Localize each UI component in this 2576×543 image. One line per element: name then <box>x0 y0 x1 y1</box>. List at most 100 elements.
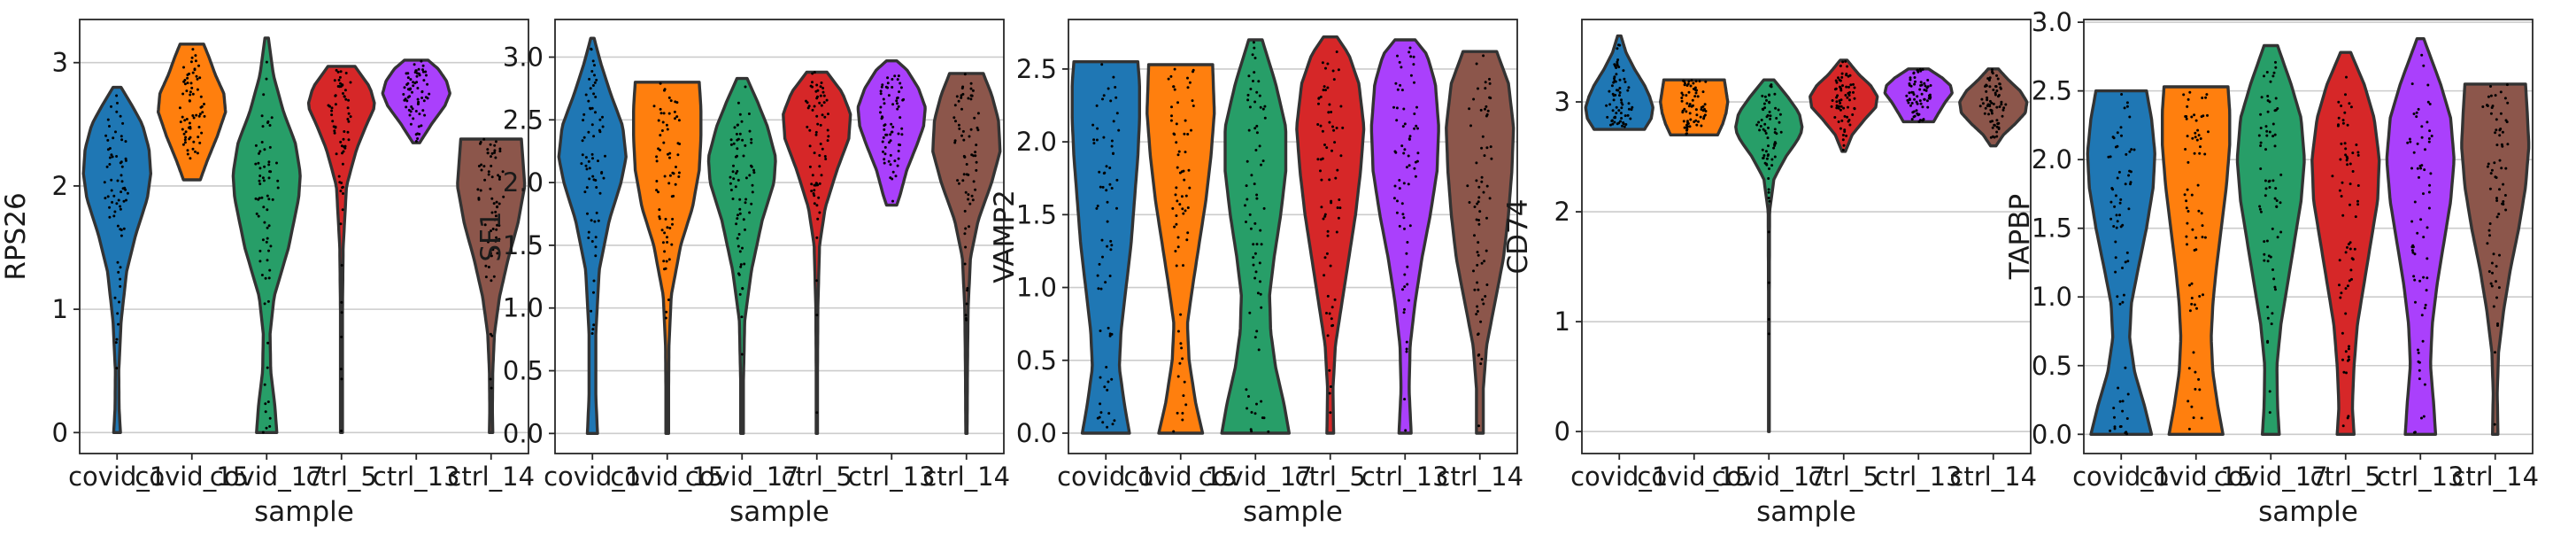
x-tick-label: covid_1 <box>68 462 166 492</box>
data-point <box>2491 271 2494 275</box>
data-point <box>1485 112 1489 116</box>
data-point <box>811 85 814 89</box>
data-point <box>661 241 665 244</box>
data-point <box>2185 117 2188 120</box>
data-point <box>743 262 746 266</box>
data-point <box>1917 112 1921 116</box>
data-point <box>1409 55 1413 58</box>
data-point <box>1339 105 1343 108</box>
data-point <box>2187 210 2190 213</box>
data-point <box>1477 424 1480 428</box>
data-point <box>254 197 258 200</box>
data-point <box>1615 105 1618 109</box>
data-point <box>1178 171 1182 175</box>
data-point <box>655 159 659 163</box>
data-point <box>2506 101 2510 105</box>
data-point <box>1172 430 1176 433</box>
data-point <box>1328 368 1331 372</box>
data-point <box>405 99 409 103</box>
violin-ctrl_13 <box>1369 38 1440 435</box>
data-point <box>584 156 588 159</box>
data-point <box>2259 141 2263 144</box>
data-point <box>2415 115 2418 119</box>
data-point <box>2502 182 2505 186</box>
data-point <box>1995 105 1999 109</box>
data-point <box>883 102 886 105</box>
data-point <box>336 85 340 88</box>
data-point <box>1840 119 1844 122</box>
violin-ctrl_14 <box>2460 82 2531 436</box>
data-point <box>2426 276 2429 280</box>
data-point <box>493 151 497 154</box>
data-point <box>188 99 191 103</box>
data-point <box>2486 165 2489 168</box>
data-point <box>963 209 967 213</box>
data-point <box>2190 282 2194 285</box>
data-point <box>1921 68 1924 71</box>
data-point <box>2186 105 2189 108</box>
data-point <box>960 107 963 111</box>
data-point <box>1761 148 1764 151</box>
data-point <box>816 95 819 98</box>
data-point <box>194 150 197 153</box>
data-point <box>2422 415 2426 418</box>
data-point <box>1477 196 1481 199</box>
data-point <box>1095 138 1099 142</box>
data-point <box>1618 78 1622 81</box>
data-point <box>2341 331 2344 335</box>
data-point <box>349 81 352 84</box>
data-point <box>2266 110 2270 113</box>
x-tick-label: ctrl_5 <box>306 462 377 492</box>
data-point <box>192 116 196 120</box>
data-point <box>2193 151 2196 155</box>
data-point <box>1909 98 1911 101</box>
data-point <box>594 245 598 249</box>
data-point <box>1321 157 1324 160</box>
data-point <box>1701 105 1705 108</box>
data-point <box>2271 268 2274 271</box>
data-point <box>1992 89 1995 91</box>
data-point <box>417 102 420 105</box>
data-point <box>1615 112 1618 115</box>
data-point <box>2271 74 2275 78</box>
data-point <box>268 416 272 420</box>
data-point <box>420 89 424 93</box>
data-point <box>122 227 126 230</box>
data-point <box>586 212 589 215</box>
data-point <box>115 337 119 341</box>
data-point <box>2259 167 2263 170</box>
violin-ctrl_13 <box>1883 67 1954 124</box>
data-point <box>342 192 344 195</box>
data-point <box>1181 412 1184 415</box>
data-point <box>2503 97 2507 100</box>
data-point <box>336 70 340 74</box>
data-point <box>744 198 748 201</box>
data-point <box>194 54 197 58</box>
data-point <box>1852 82 1855 86</box>
data-point <box>826 128 829 132</box>
data-point <box>2356 203 2360 206</box>
x-tick-label: ctrl_14 <box>1949 462 2037 492</box>
data-point <box>1255 124 1259 128</box>
data-point <box>490 386 493 390</box>
data-point <box>590 152 594 156</box>
data-point <box>1924 84 1927 88</box>
data-point <box>1259 292 1262 296</box>
data-point <box>1173 88 1176 91</box>
data-point <box>671 217 675 221</box>
data-point <box>203 114 206 118</box>
data-point <box>734 155 737 159</box>
x-tick-label: ctrl_14 <box>922 462 1010 492</box>
data-point <box>972 180 976 183</box>
data-point <box>263 383 266 386</box>
data-point <box>1686 125 1689 128</box>
data-point <box>1755 123 1759 127</box>
data-point <box>1700 124 1703 128</box>
data-point <box>601 115 604 119</box>
data-point <box>2109 429 2112 432</box>
data-point <box>1107 412 1111 415</box>
data-point <box>2198 295 2202 298</box>
data-point <box>1617 66 1621 69</box>
data-point <box>1692 81 1695 85</box>
data-point <box>663 268 666 271</box>
